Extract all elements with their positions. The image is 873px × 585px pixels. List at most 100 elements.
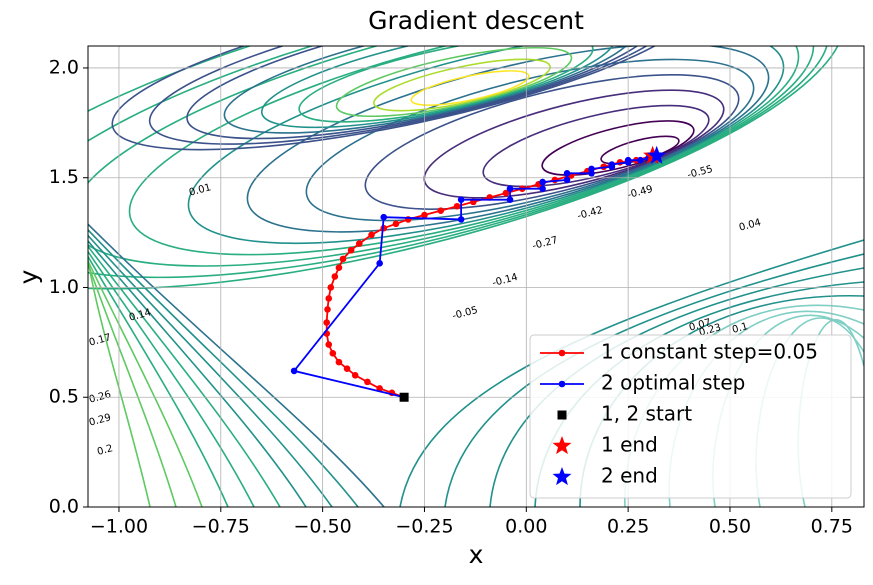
point	[637, 156, 644, 164]
contour	[88, 259, 203, 507]
contour	[410, 70, 530, 106]
contour-label: 0.2	[96, 443, 114, 458]
contour-label: 0.01	[188, 182, 212, 198]
point	[539, 178, 546, 186]
contour-label: -0.14	[491, 272, 519, 289]
point	[339, 255, 347, 263]
contour	[482, 104, 710, 188]
contour	[88, 46, 815, 267]
point	[647, 145, 667, 164]
point	[376, 260, 383, 267]
point	[421, 211, 428, 219]
legend-box	[529, 334, 852, 499]
contour	[364, 74, 740, 210]
y-tick-label: 2.0	[49, 56, 79, 78]
contour-label: -0.55	[686, 164, 714, 181]
point	[506, 185, 514, 192]
point	[355, 240, 363, 247]
x-tick-label: −0.75	[192, 516, 250, 538]
point	[506, 196, 514, 203]
point	[323, 319, 331, 326]
contour	[260, 46, 616, 129]
contour-label: 0.17	[88, 332, 112, 348]
contour	[88, 250, 255, 507]
point	[563, 170, 571, 177]
contour	[298, 46, 594, 123]
legend-marker	[552, 467, 572, 486]
point	[331, 273, 339, 280]
x-tick-label: 0.75	[811, 516, 853, 538]
point	[327, 284, 335, 291]
point	[335, 264, 343, 272]
contour	[88, 234, 333, 507]
x-tick-label: −0.25	[395, 516, 453, 538]
contour-label: -0.27	[531, 235, 559, 252]
point	[457, 196, 465, 203]
legend-label: 1 end	[601, 433, 658, 457]
contour	[88, 239, 307, 507]
contour	[187, 46, 785, 245]
contour	[399, 239, 864, 507]
point	[502, 189, 510, 197]
legend-marker	[558, 349, 566, 357]
point	[453, 202, 461, 210]
point	[335, 358, 343, 366]
point	[608, 161, 616, 168]
point	[399, 392, 409, 402]
contour-label: 0.29	[88, 412, 112, 428]
point	[343, 365, 351, 373]
contour	[88, 245, 281, 507]
contour	[373, 58, 551, 112]
contour-label: 0.14	[128, 307, 152, 323]
y-tick-label: 1.5	[49, 166, 79, 188]
point	[324, 306, 331, 313]
contour-label: -0.42	[576, 205, 604, 222]
point	[347, 246, 355, 254]
x-tick-label: 0.50	[709, 516, 751, 538]
point	[290, 367, 298, 375]
contour	[111, 46, 701, 151]
x-tick-label: −0.50	[294, 516, 352, 538]
plot-frame	[87, 45, 865, 508]
point	[351, 371, 359, 379]
contour	[148, 46, 680, 145]
contour	[88, 223, 385, 507]
contour	[128, 46, 800, 256]
legend-marker	[557, 410, 567, 420]
point	[588, 165, 595, 173]
x-axis-label: x	[469, 540, 484, 569]
contour	[223, 46, 637, 134]
contour	[88, 261, 177, 507]
contour	[88, 46, 845, 290]
point	[624, 156, 632, 164]
y-tick-label: 1.0	[49, 276, 79, 298]
point	[539, 185, 546, 192]
point	[380, 213, 388, 221]
chart-title: Gradient descent	[368, 6, 584, 35]
point	[364, 378, 371, 386]
legend-label: 1, 2 start	[601, 402, 692, 426]
legend-label: 2 optimal step	[601, 371, 745, 395]
contour	[541, 120, 695, 176]
legend-marker	[558, 380, 566, 388]
y-axis-label: y	[14, 269, 43, 284]
contour-label: -0.05	[451, 305, 479, 322]
point	[325, 295, 333, 302]
contour	[88, 255, 229, 507]
plot-marks	[290, 145, 667, 402]
point	[329, 350, 337, 357]
contour	[335, 46, 573, 118]
contour	[186, 46, 658, 140]
x-tick-label: 0.00	[505, 516, 547, 538]
legend-label: 2 end	[601, 464, 658, 488]
legend-label: 1 constant step=0.05	[601, 340, 818, 364]
point	[368, 231, 375, 239]
contour-label: 0.04	[738, 217, 762, 233]
point	[437, 207, 445, 214]
contour	[88, 46, 830, 279]
contour	[305, 58, 755, 222]
point	[457, 216, 465, 223]
point	[563, 176, 571, 184]
contour	[88, 228, 359, 507]
